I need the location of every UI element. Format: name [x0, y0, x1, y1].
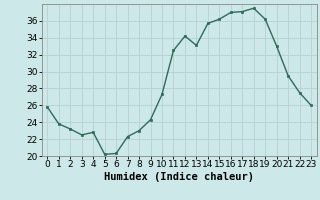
- X-axis label: Humidex (Indice chaleur): Humidex (Indice chaleur): [104, 172, 254, 182]
